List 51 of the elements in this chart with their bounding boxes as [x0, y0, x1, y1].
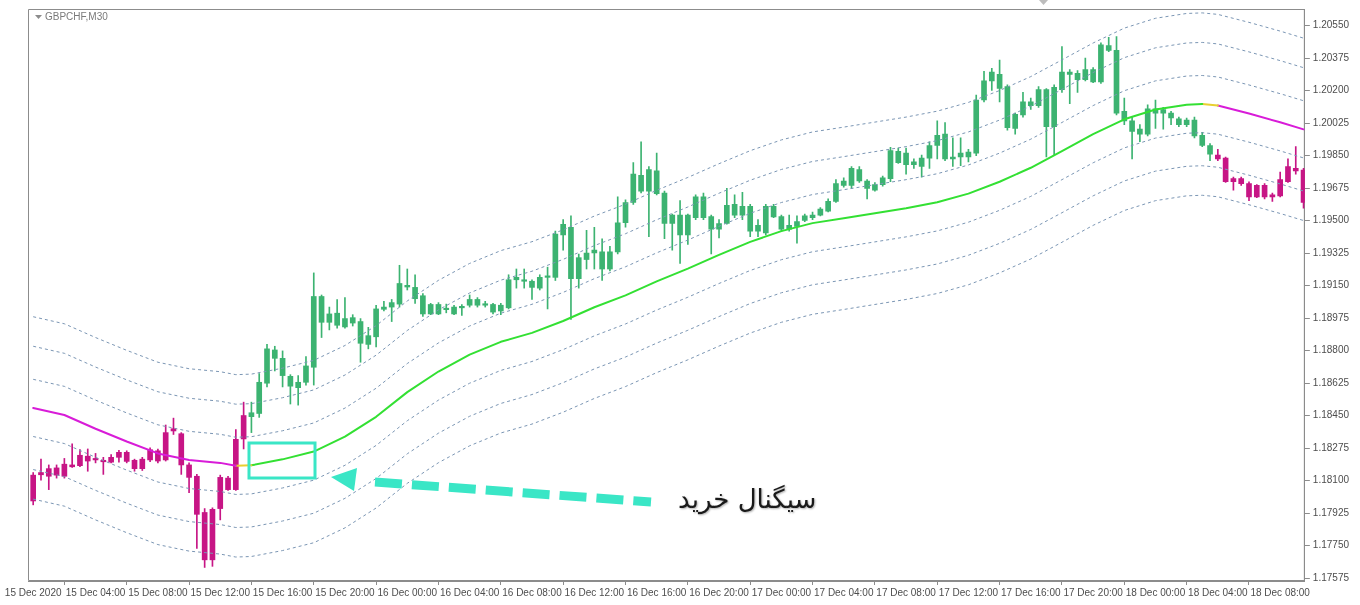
line-series: [32, 74, 1305, 438]
candlestick: [388, 299, 395, 322]
candlestick: [1292, 146, 1299, 175]
y-tick-label: 1.19675: [1312, 181, 1350, 193]
annotation: سیگنال خرید: [678, 483, 817, 516]
y-tick-label: 1.18275: [1312, 441, 1350, 453]
candlestick: [521, 268, 528, 289]
x-tick-label: 18 Dec 00:00: [1125, 586, 1186, 598]
candlestick: [1066, 69, 1073, 105]
candlestick: [84, 448, 91, 472]
y-tick-label: 1.20025: [1312, 116, 1350, 128]
y-tick-label: 1.18450: [1312, 409, 1350, 421]
x-tick-label: 18 Dec 08:00: [1250, 586, 1311, 598]
x-tick-label: 15 Dec 16:00: [252, 586, 313, 598]
y-tick-label: 1.20550: [1312, 19, 1350, 31]
y-tick-label: 1.17750: [1312, 539, 1350, 551]
x-tick-label: 15 Dec 12:00: [190, 586, 251, 598]
x-tick-label: 15 Dec 2020: [4, 586, 62, 598]
x-tick-label: 17 Dec 00:00: [751, 586, 812, 598]
candlestick: [38, 458, 44, 481]
y-tick-label: 1.18975: [1312, 311, 1350, 323]
x-tick-label: 18 Dec 04:00: [1188, 586, 1248, 598]
x-tick-label: 16 Dec 00:00: [377, 586, 438, 598]
x-tick-label: 17 Dec 16:00: [1001, 586, 1061, 598]
x-tick-label: 17 Dec 12:00: [938, 586, 999, 598]
y-tick-label: 1.17575: [1312, 571, 1350, 583]
y-tick-label: 1.18100: [1312, 474, 1350, 486]
x-tick-label: 17 Dec 20:00: [1063, 586, 1124, 598]
x-tick-label: 16 Dec 08:00: [502, 586, 563, 598]
y-tick-label: 1.19150: [1312, 279, 1350, 291]
x-tick-label: 16 Dec 04:00: [439, 586, 500, 598]
x-tick-label: 15 Dec 20:00: [315, 586, 376, 598]
y-tick-label: 1.18625: [1312, 376, 1350, 388]
y-tick-label: 1.17925: [1312, 506, 1350, 518]
candlestick: [404, 268, 411, 291]
y-tick-label: 1.19500: [1312, 214, 1350, 226]
x-tick-label: 16 Dec 20:00: [689, 586, 750, 598]
candlestick: [459, 304, 465, 316]
x-tick-label: 15 Dec 04:00: [65, 586, 126, 598]
y-tick-label: 1.18800: [1312, 344, 1350, 356]
candlestick: [295, 375, 302, 406]
x-tick-label: 16 Dec 12:00: [564, 586, 625, 598]
x-tick-label: 15 Dec 08:00: [128, 586, 189, 598]
x-tick-label: 17 Dec 08:00: [876, 586, 937, 598]
x-tick-label: 16 Dec 16:00: [626, 586, 687, 598]
y-tick-label: 1.19850: [1312, 149, 1350, 161]
y-tick-label: 1.20375: [1312, 51, 1350, 63]
y-tick-label: 1.20200: [1312, 84, 1350, 96]
y-tick-label: 1.19325: [1312, 246, 1350, 258]
x-tick-label: 17 Dec 04:00: [813, 586, 874, 598]
chart-title: GBPCHF,M30: [45, 10, 109, 22]
